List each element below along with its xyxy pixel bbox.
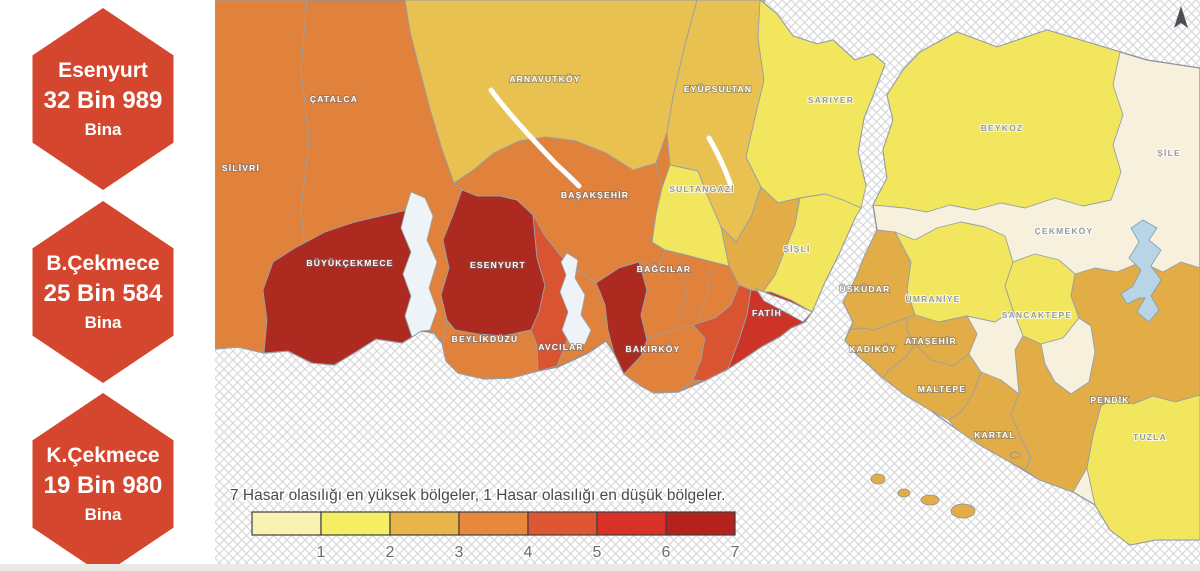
golden-horn-inlet — [754, 288, 813, 323]
district-label-sile: ŞİLE — [1157, 148, 1181, 158]
district-label-catalca: ÇATALCA — [310, 94, 358, 104]
sazlidere-reservoir — [488, 87, 582, 189]
legend-number-1: 1 — [317, 544, 326, 561]
district-label-avcilar: AVCILAR — [538, 342, 584, 352]
badge-building-count: 19 Bin 980 — [43, 472, 163, 499]
district-sariyer — [745, 0, 886, 209]
badge-district-name: B.Çekmece — [46, 251, 160, 275]
legend-cell-2 — [320, 511, 391, 536]
district-beykoz — [872, 29, 1124, 213]
district-label-sultangazi: SULTANGAZİ — [669, 184, 735, 194]
legend-number-4: 4 — [524, 544, 533, 561]
legend-cell-7 — [665, 511, 736, 536]
district-label-kadikoy: KADIKÖY — [849, 344, 897, 354]
bottom-strip — [0, 564, 1200, 571]
alibeykoy-reservoir — [706, 135, 734, 189]
badge-district-name: Esenyurt — [58, 58, 148, 82]
legend-cell-6 — [596, 511, 667, 536]
legend-color-scale: 1 2 3 4 5 6 7 — [251, 511, 741, 563]
badge-unit-label: Bina — [84, 119, 122, 139]
district-label-sisli: ŞİŞLİ — [783, 244, 810, 254]
legend: 7 Hasar olasılığı en yüksek bölgeler, 1 … — [229, 486, 742, 563]
badge-building-count: 25 Bin 584 — [43, 280, 163, 307]
buyukcekmece-lake — [400, 191, 438, 338]
district-label-bakirkoy: BAKIRKÖY — [626, 344, 681, 354]
district-label-sariyer: SARIYER — [808, 95, 854, 105]
legend-number-7: 7 — [731, 544, 740, 561]
omerli-reservoir — [1120, 219, 1162, 323]
hex-badge-esenyurt: Esenyurt 32 Bin 989 Bina — [32, 8, 174, 190]
district-label-fatih: FATİH — [752, 308, 782, 318]
sub-district-line — [678, 257, 688, 323]
district-label-uskudar: ÜSKÜDAR — [840, 284, 891, 294]
district-label-tuzla: TUZLA — [1133, 432, 1167, 442]
district-label-sancaktepe: SANCAKTEPE — [1002, 310, 1073, 320]
district-label-beylikduzu: BEYLİKDÜZÜ — [452, 334, 519, 344]
district-label-maltepe: MALTEPE — [918, 384, 966, 394]
district-label-bagcilar: BAĞCILAR — [637, 263, 691, 274]
district-label-kartal: KARTAL — [974, 430, 1016, 440]
district-label-cekmekoy: ÇEKMEKÖY — [1035, 226, 1094, 236]
north-arrow-icon — [1174, 6, 1188, 28]
istanbul-damage-map: ÇATALCA SİLİVRİ ARNAVUTKÖY EYÜPSULTAN SARIYE… — [214, 0, 1200, 564]
badge-unit-label: Bina — [84, 312, 122, 332]
badge-district-name: K.Çekmece — [46, 443, 160, 467]
legend-number-2: 2 — [386, 544, 395, 561]
legend-number-6: 6 — [662, 544, 671, 561]
legend-cell-3 — [389, 511, 460, 536]
hex-badge-buyukcekmece: B.Çekmece 25 Bin 584 Bina — [32, 201, 174, 383]
district-label-beykoz: BEYKOZ — [981, 123, 1024, 133]
kucukcekmece-lake — [559, 252, 592, 347]
district-labels-layer: ÇATALCA SİLİVRİ ARNAVUTKÖY EYÜPSULTAN SARIYE… — [221, 73, 1181, 443]
district-label-buyukcekmece: BÜYÜKÇEKMECE — [306, 258, 393, 268]
legend-cell-1 — [251, 511, 322, 536]
legend-caption: 7 Hasar olasılığı en yüksek bölgeler, 1 … — [230, 487, 725, 504]
legend-cell-4 — [458, 511, 529, 536]
district-label-umraniye: ÜMRANİYE — [906, 294, 961, 304]
district-label-esenyurt: ESENYURT — [470, 260, 526, 270]
district-label-pendik: PENDİK — [1090, 395, 1129, 405]
district-tuzla — [1086, 394, 1200, 546]
badge-unit-label: Bina — [84, 504, 122, 524]
district-label-silivri: SİLİVRİ — [222, 163, 260, 173]
sub-district-line — [696, 262, 713, 323]
hex-badge-kucukcekmece: K.Çekmece 19 Bin 980 Bina — [32, 393, 174, 571]
district-label-atasehir: ATAŞEHİR — [905, 336, 957, 346]
map-canvas: ÇATALCA SİLİVRİ ARNAVUTKÖY EYÜPSULTAN SARIYE… — [214, 0, 1200, 564]
badge-building-count: 32 Bin 989 — [43, 87, 163, 114]
princes-islands — [870, 451, 1021, 519]
legend-cell-5 — [527, 511, 598, 536]
district-maltepe — [882, 343, 982, 421]
legend-number-5: 5 — [593, 544, 602, 561]
district-label-basaksehir: BAŞAKŞEHİR — [561, 190, 629, 200]
district-sultanbeyli — [1040, 317, 1096, 395]
district-label-eyupsultan: EYÜPSULTAN — [684, 84, 752, 94]
district-label-arnavutkoy: ARNAVUTKÖY — [509, 74, 580, 84]
legend-number-3: 3 — [455, 544, 464, 561]
